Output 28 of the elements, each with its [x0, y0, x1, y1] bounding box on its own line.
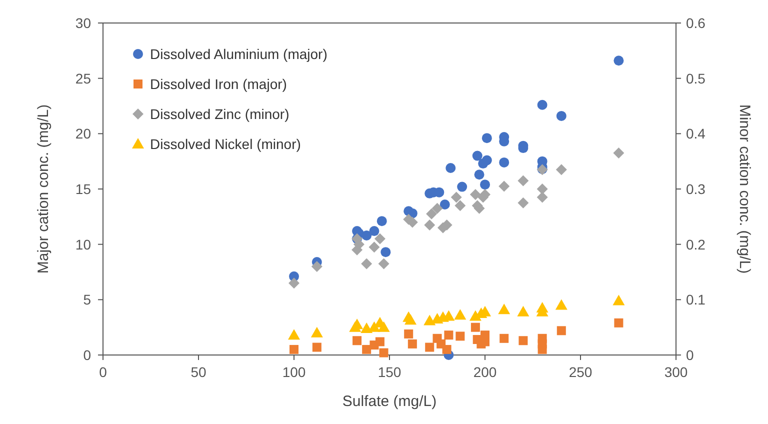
- legend-label: Dissolved Aluminium (major): [150, 46, 328, 62]
- x-tick-label: 300: [664, 364, 688, 380]
- y-tick-label: 10: [75, 236, 92, 252]
- y-tick-label: 15: [75, 181, 92, 197]
- legend-label: Dissolved Nickel (minor): [150, 136, 301, 152]
- y2-tick-label: 0.5: [686, 70, 706, 86]
- x-axis-title: Sulfate (mg/L): [342, 393, 437, 410]
- y2-tick-label: 0.3: [686, 181, 706, 197]
- x-tick-label: 200: [473, 364, 497, 380]
- y-tick-label: 25: [75, 70, 92, 86]
- x-tick-label: 150: [378, 364, 402, 380]
- y2-tick-label: 0.6: [686, 15, 706, 31]
- x-tick-label: 0: [99, 364, 108, 380]
- x-tick-label: 50: [190, 364, 206, 380]
- y-tick-label: 30: [75, 15, 92, 31]
- legend-label: Dissolved Iron (major): [150, 76, 287, 92]
- x-tick-label: 250: [568, 364, 592, 380]
- y-axis-title: Major cation conc. (mg/L): [35, 104, 52, 274]
- y-tick-label: 20: [75, 126, 92, 142]
- x-tick-label: 100: [282, 364, 306, 380]
- y2-axis-title: Minor cation conc. (mg/L): [736, 104, 753, 274]
- y2-tick-label: 0.2: [686, 236, 706, 252]
- y2-tick-label: 0.1: [686, 292, 706, 308]
- y2-tick-label: 0: [686, 347, 694, 363]
- y-tick-label: 5: [83, 292, 92, 308]
- legend-label: Dissolved Zinc (minor): [150, 106, 290, 122]
- y-tick-label: 0: [83, 347, 92, 363]
- y2-tick-label: 0.4: [686, 126, 706, 142]
